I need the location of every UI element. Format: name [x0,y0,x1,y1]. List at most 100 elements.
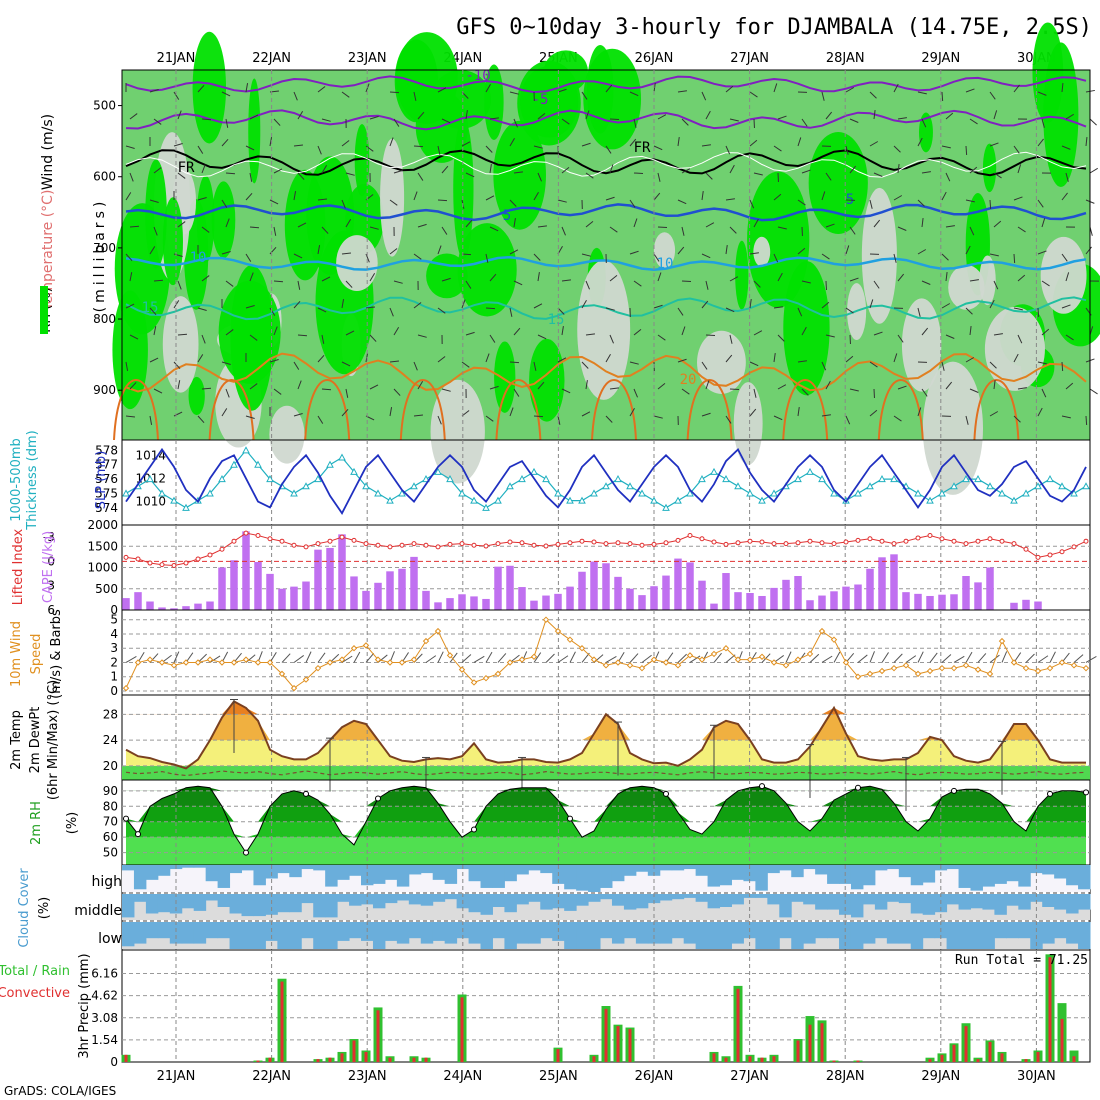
cloud-bar [217,894,231,907]
wind-barb [893,195,903,201]
li-tick-label: 6 [47,603,55,617]
wind-barb [1041,388,1047,398]
wind-barb [221,138,229,147]
wind-barb [537,381,545,390]
li-point [939,536,945,542]
wind-speed-point [290,684,298,692]
wind-barb [393,169,403,174]
cape-bar [434,602,442,610]
cloud-bar [600,865,613,888]
cloud-bar [779,894,792,918]
cloud-bar [767,922,780,949]
wind-barb [245,415,255,419]
wind-barb [441,388,451,392]
cloud-bar [827,922,840,939]
cloud-bar [755,894,768,898]
cloud-bar [1006,894,1019,906]
cloud-bar [229,922,243,949]
cape-bar [842,586,850,610]
thickness-point [578,496,586,504]
date-label: 22JAN [252,51,291,66]
wind-barb [701,191,704,201]
cape-bar [782,579,790,610]
li-point [351,537,357,543]
cape-bar [386,571,394,610]
contour-label: 15 [548,312,565,328]
wind-barb [773,193,782,201]
precip-conv-bar [760,1057,764,1062]
wind-barb [581,142,591,147]
cloud-bar [528,894,541,902]
wind-barb [533,415,544,418]
wind-barb [821,91,825,101]
contour-loop [591,379,637,441]
wind-barb [461,654,472,663]
wind-barb [897,385,907,390]
cloud-bar [970,922,983,949]
precip-tick-label: 4.62 [91,989,118,1003]
wind-barb [1037,250,1047,255]
wind-barb [921,388,928,397]
cloud-bar [1078,894,1091,910]
wind-barb [269,246,277,255]
li-point [699,536,705,542]
cloud-bar [1066,922,1079,944]
date-label: 26JAN [635,1069,674,1084]
wind-barb [773,306,783,309]
wind-barb [777,334,785,342]
wind-barb [797,199,806,206]
cloud-bar [862,922,876,944]
wind-speed-point [518,656,526,663]
li-point [1035,554,1041,560]
cloud-bar [301,922,314,939]
wind-barb [1017,334,1023,344]
wind-barb [713,652,722,663]
wind-speed-point [758,653,766,660]
contour-label: FR [634,140,651,156]
wind-barb [681,326,686,336]
wind-barb [461,253,472,256]
wind-barb [633,280,642,287]
wind-barb [461,361,470,368]
cloud-bar [827,894,840,910]
li-point [687,533,693,539]
li-point [867,536,873,542]
thickness-point [386,496,394,504]
wind-barb [201,118,212,121]
wind-speed-point [398,659,406,666]
li-point [651,541,657,547]
wind-speed-point [122,684,130,692]
cloud-bar [408,865,422,875]
rh-high-blob [808,132,868,234]
wind-speed-point [602,662,610,669]
cloud-bar [145,894,159,914]
wind-barb [465,110,468,120]
li-point [435,544,441,550]
wind-barb [465,331,475,336]
cape-bar [422,590,430,610]
wind-barb [989,142,999,147]
thickness-point [854,489,862,497]
cloud-bar [480,865,493,888]
wind-barb [681,118,689,126]
wind-barb [513,388,520,397]
wind-barb [869,199,873,209]
temp-label-b: 2m DewPt [28,707,43,774]
wind-barb [561,279,571,282]
wind-barb [1013,196,1023,201]
wind-speed-point [902,662,910,669]
wind-barb [629,653,639,663]
cloud-bar [767,865,780,874]
thickness-point [614,475,622,483]
li-point [171,562,177,568]
precip-conv-bar [268,1057,272,1062]
cloud-bar [205,865,219,882]
thickness-point [494,496,502,504]
cloud-bar [372,865,386,884]
wind-barb [221,199,228,208]
wind-barb [125,415,136,418]
contour-loop [399,379,446,441]
wind-barb [413,145,424,148]
wind-barb [869,651,875,663]
